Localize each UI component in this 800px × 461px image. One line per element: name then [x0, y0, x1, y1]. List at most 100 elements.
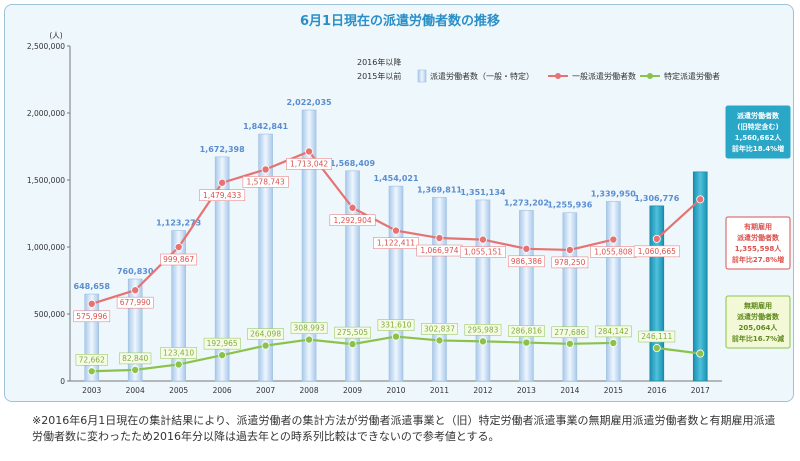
data-label-box [290, 322, 328, 334]
series-point [87, 299, 96, 308]
bar-value-label: 2,022,035 [287, 98, 332, 107]
series-point [218, 351, 227, 360]
bar [562, 212, 578, 382]
series-point [261, 165, 270, 174]
bar-value-label: 1,672,398 [200, 145, 245, 154]
y-tick-label: 500,000 [34, 310, 65, 319]
data-label: 331,610 [380, 321, 411, 330]
series-point [478, 235, 487, 244]
bar [258, 133, 273, 382]
data-label: 302,837 [424, 324, 455, 333]
chart-svg: (人) 0 500,000 1,000,000 1,500,000 2,000,000 2,… [27, 31, 791, 395]
data-label-box [508, 325, 545, 337]
data-label-box [421, 323, 458, 335]
x-tick-label: 2006 [213, 386, 232, 395]
series-point [348, 340, 357, 349]
bar [692, 171, 708, 382]
legend-green-point [647, 73, 653, 79]
legend-red-point [555, 73, 561, 79]
data-label: 308,993 [294, 324, 325, 333]
callout-line: 前年比27.8%増 [732, 255, 784, 264]
data-label: 192,965 [207, 339, 238, 348]
bar-value-label: 1,255,936 [547, 201, 592, 210]
data-label-box [203, 337, 241, 350]
data-label: 575,996 [76, 312, 107, 321]
callout-line: 派遣労働者数 [737, 312, 780, 321]
data-label-box [633, 245, 680, 258]
series-point [348, 203, 357, 212]
callout-line: 205,064人 [739, 323, 779, 332]
data-label: 999,867 [163, 255, 194, 264]
x-tick-label: 2005 [169, 386, 188, 395]
series-point [131, 365, 140, 374]
series-point [261, 341, 270, 350]
callout-box [725, 105, 791, 159]
data-label-box [73, 310, 111, 323]
series-point [696, 349, 705, 358]
x-tick-label: 2013 [517, 386, 536, 395]
x-tick-label: 2004 [126, 386, 145, 395]
legend-bar-swatch [417, 69, 427, 83]
series-point [522, 338, 531, 347]
callout-box [725, 216, 791, 270]
x-tick-label: 2011 [430, 386, 449, 395]
data-label: 1,479,433 [203, 191, 241, 200]
data-label-box [160, 253, 198, 266]
series-point [391, 332, 400, 341]
series-point [218, 178, 227, 187]
bar [171, 230, 186, 382]
callout-line: 無期雇用 [744, 301, 772, 310]
chart-title: 6月1日現在の派遣労働者数の推移 [299, 14, 501, 29]
bar-value-label: 1,273,202 [504, 198, 549, 207]
series-point [696, 195, 705, 204]
data-label-box [551, 326, 589, 339]
data-label-box [75, 354, 108, 366]
x-tick-label: 2017 [691, 386, 710, 395]
data-label: 286,816 [511, 327, 542, 336]
callout-box [725, 295, 791, 349]
data-label-box [329, 214, 376, 227]
y-tick-label: 2,500,000 [27, 42, 65, 51]
data-label: 1,122,411 [377, 239, 415, 248]
data-label: 978,250 [554, 258, 585, 267]
data-label-box [377, 319, 415, 331]
bar-value-label: 1,568,409 [330, 159, 375, 168]
data-label: 295,983 [467, 325, 498, 334]
bar-value-label: 760,830 [117, 267, 154, 276]
x-tick-label: 2016 [647, 386, 666, 395]
callout-line: 前年比18.4%増 [732, 144, 784, 153]
x-tick-label: 2003 [82, 386, 101, 395]
data-label-box [638, 330, 676, 343]
data-label-box [286, 158, 333, 170]
data-label-box [464, 324, 502, 336]
callout-line: 1,355,598人 [735, 244, 782, 253]
data-label: 1,292,904 [333, 216, 371, 225]
bar-value-label: 1,454,021 [373, 174, 418, 183]
data-label: 284,142 [598, 327, 629, 336]
bar-value-label: 1,842,841 [243, 122, 288, 131]
y-tick-label: 1,000,000 [27, 243, 65, 252]
bar [127, 278, 143, 382]
series-point [391, 226, 400, 235]
series-point [174, 360, 183, 369]
series-point [87, 367, 96, 376]
x-tick-label: 2014 [560, 386, 579, 395]
y-unit: (人) [49, 31, 62, 40]
series-point [305, 335, 314, 344]
bar-value-label: 648,658 [74, 282, 111, 291]
bar-value-label: 1,306,776 [634, 194, 679, 203]
data-label: 1,060,665 [638, 247, 676, 256]
data-label-box [160, 347, 198, 359]
data-label-box [247, 328, 284, 340]
bar-value-label: 1,369,811 [417, 185, 462, 194]
data-label: 1,055,808 [594, 248, 632, 257]
bar-value-label: 1,339,950 [591, 189, 636, 198]
data-label-box [242, 176, 289, 188]
x-tick-label: 2009 [343, 386, 362, 395]
bar [649, 205, 665, 382]
series-line [656, 346, 701, 355]
series-point [609, 338, 618, 347]
data-label-box [119, 352, 152, 365]
data-label: 277,686 [554, 328, 585, 337]
bar [388, 185, 404, 382]
